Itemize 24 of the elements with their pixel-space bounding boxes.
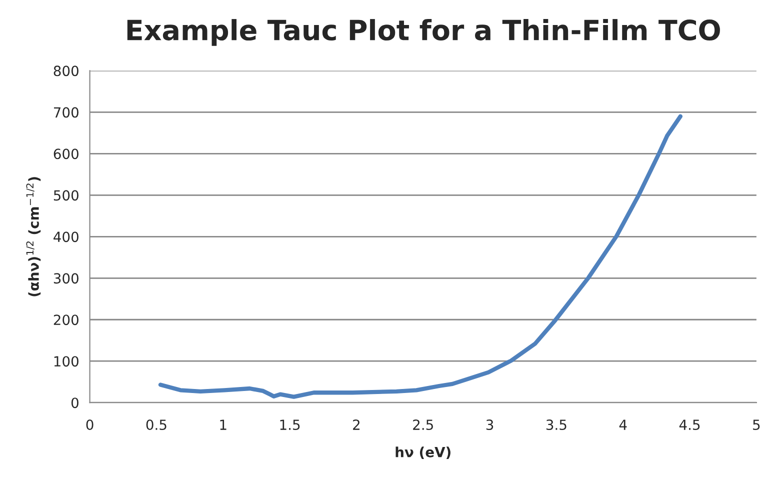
line-series	[158, 114, 683, 399]
x-tick-label: 1	[220, 420, 226, 430]
y-tick-label: 700	[54, 107, 78, 118]
x-tick-label: 0.5	[146, 420, 166, 430]
x-tick-label: 0	[86, 420, 94, 430]
x-tick-label: 3.5	[546, 420, 566, 430]
y-tick-label: 0	[71, 398, 78, 408]
y-tick-label: 100	[54, 356, 78, 367]
y-tick-label: 600	[54, 148, 78, 160]
y-tick-label: 400	[54, 232, 78, 242]
x-axis-title: hν (eV)	[396, 446, 450, 459]
x-tick-label: 4	[619, 420, 627, 430]
x-tick-label: 3	[486, 420, 494, 430]
y-tick-label: 300	[54, 273, 78, 284]
x-tick-label: 5	[753, 420, 760, 430]
x-tick-label: 2.5	[413, 420, 433, 430]
chart-title: Example Tauc Plot for a Thin-Film TCO	[127, 19, 720, 46]
y-tick-label: 200	[54, 314, 78, 326]
y-tick-label: 800	[54, 66, 78, 76]
x-tick-label: 1.5	[280, 420, 300, 430]
y-tick-label: 500	[54, 190, 78, 201]
x-tick-label: 4.5	[679, 420, 700, 430]
y-axis-title: (αhν)$^{1/2}$ (cm$^{−1/2}$)	[26, 177, 41, 296]
x-tick-label: 2	[353, 420, 360, 430]
